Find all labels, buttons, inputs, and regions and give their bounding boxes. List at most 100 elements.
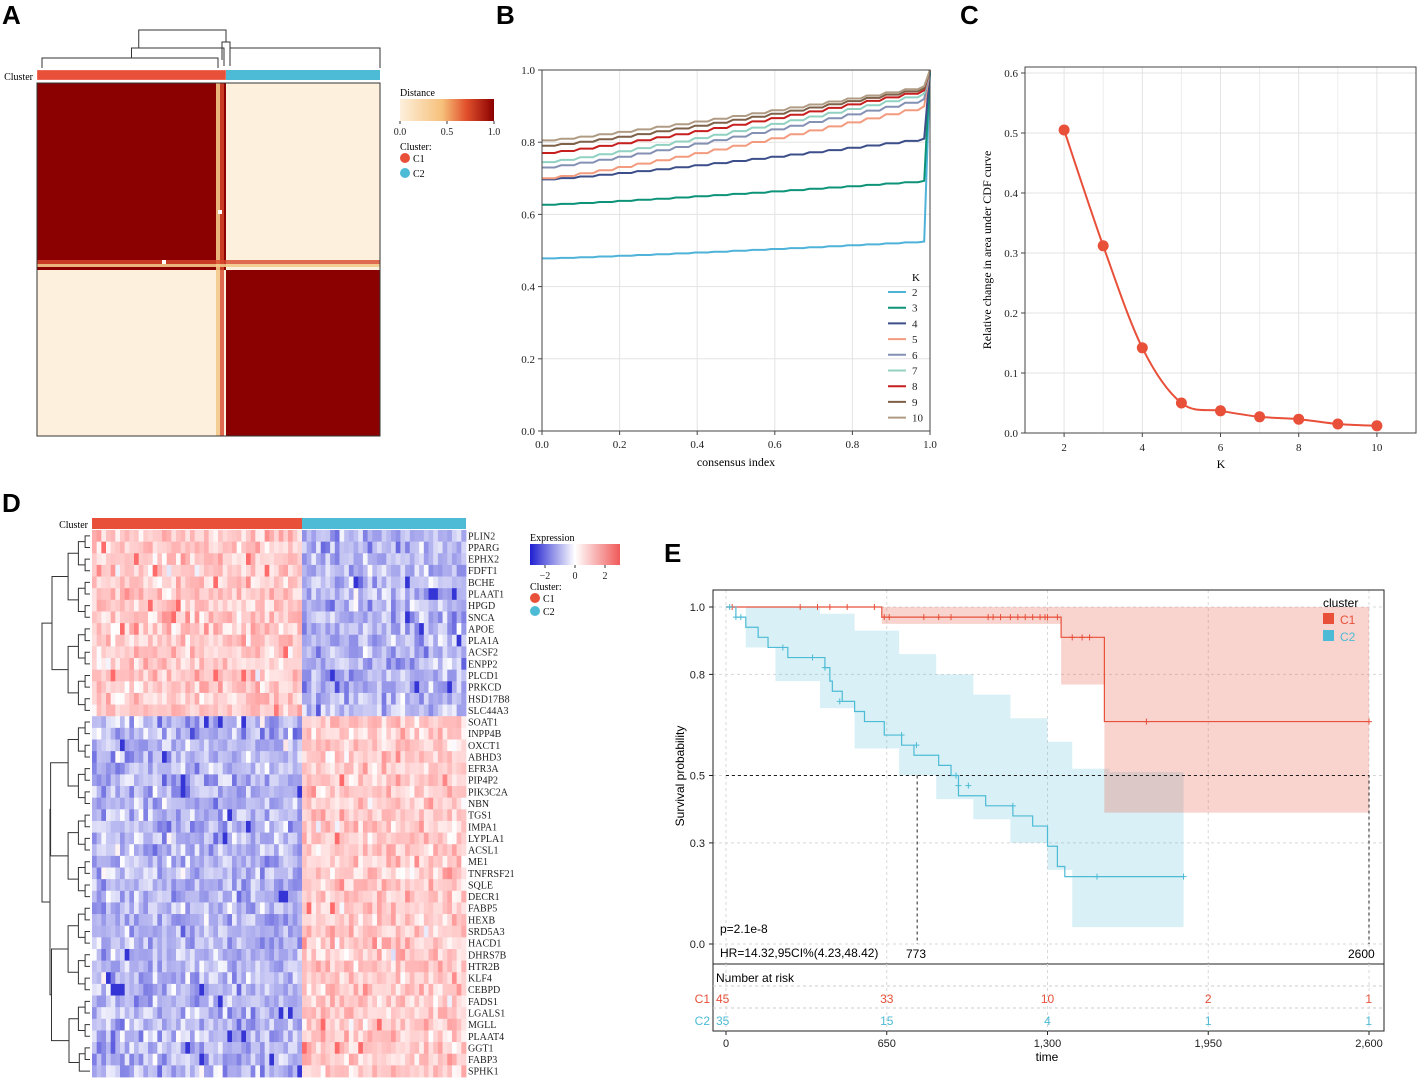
heatmap-cell bbox=[264, 599, 270, 612]
heatmap-cell bbox=[274, 658, 280, 671]
heatmap-cell bbox=[386, 634, 392, 647]
heatmap-cell bbox=[208, 762, 214, 775]
heatmap-cell bbox=[433, 786, 439, 799]
ambiguous-column-stripe bbox=[216, 83, 220, 436]
heatmap-cell bbox=[381, 1007, 387, 1020]
heatmap-cell bbox=[325, 809, 331, 822]
heatmap-cell bbox=[419, 983, 425, 996]
heatmap-cell bbox=[138, 658, 144, 671]
heatmap-cell bbox=[171, 646, 177, 659]
censor-mark-C2 bbox=[836, 698, 843, 705]
heatmap-cell bbox=[288, 599, 294, 612]
heatmap-cell bbox=[96, 564, 102, 577]
heatmap-cell bbox=[376, 541, 383, 554]
c-x-tick-label: 10 bbox=[1371, 442, 1383, 454]
heatmap-cell bbox=[288, 774, 294, 787]
heatmap-cell bbox=[134, 751, 140, 764]
heatmap-cell bbox=[409, 611, 415, 624]
heatmap-cell bbox=[325, 867, 331, 880]
heatmap-cell bbox=[353, 832, 359, 845]
heatmap-cell bbox=[204, 646, 210, 659]
heatmap-cell bbox=[171, 530, 177, 543]
heatmap-cell bbox=[274, 914, 280, 927]
heatmap-cell bbox=[325, 646, 331, 659]
heatmap-cell bbox=[447, 739, 453, 752]
heatmap-cell bbox=[414, 530, 420, 543]
heatmap-cell bbox=[246, 786, 252, 799]
heatmap-cell bbox=[194, 530, 200, 543]
heatmap-cell bbox=[339, 797, 345, 810]
heatmap-cell bbox=[278, 611, 284, 624]
heatmap-cell bbox=[157, 844, 163, 857]
heatmap-cell bbox=[451, 879, 458, 892]
heatmap-cell bbox=[166, 541, 172, 554]
heatmap-cell bbox=[437, 1030, 443, 1043]
heatmap-cell bbox=[92, 751, 98, 764]
censor-mark-C2 bbox=[1009, 802, 1016, 809]
heatmap-cell bbox=[185, 879, 191, 892]
heatmap-cell bbox=[185, 995, 191, 1008]
heatmap-cell bbox=[320, 832, 326, 845]
heatmap-cell bbox=[260, 960, 266, 973]
heatmap-cell bbox=[391, 704, 397, 717]
heatmap-cell bbox=[129, 1030, 135, 1043]
dendro-branch bbox=[84, 628, 90, 642]
heatmap-cell bbox=[264, 530, 270, 543]
heatmap-cell bbox=[106, 983, 112, 996]
heatmap-cell bbox=[185, 727, 191, 740]
heatmap-cell bbox=[204, 530, 210, 543]
heatmap-cell bbox=[376, 1053, 383, 1066]
heatmap-cell bbox=[264, 646, 270, 659]
heatmap-cell bbox=[391, 879, 397, 892]
heatmap-cell bbox=[129, 646, 135, 659]
heatmap-cell bbox=[386, 716, 392, 729]
heatmap-cell bbox=[92, 855, 98, 868]
heatmap-cell bbox=[120, 704, 126, 717]
heatmap-cell bbox=[213, 1053, 219, 1066]
heatmap-cell bbox=[442, 553, 448, 566]
heatmap-cell bbox=[101, 576, 107, 589]
heatmap-cell bbox=[120, 716, 126, 729]
heatmap-cell bbox=[353, 972, 359, 985]
heatmap-cell bbox=[190, 716, 196, 729]
d-c1-annotation bbox=[92, 518, 302, 529]
heatmap-cell bbox=[255, 599, 261, 612]
heatmap-cell bbox=[260, 541, 266, 554]
heatmap-cell bbox=[218, 925, 224, 938]
heatmap-cell bbox=[92, 995, 98, 1008]
heatmap-cell bbox=[395, 1030, 401, 1043]
heatmap-cell bbox=[316, 681, 322, 694]
heatmap-cell bbox=[171, 634, 177, 647]
heatmap-cell bbox=[461, 530, 467, 543]
heatmap-cell bbox=[213, 902, 219, 915]
heatmap-cell bbox=[283, 786, 289, 799]
heatmap-cell bbox=[297, 855, 303, 868]
heatmap-cell bbox=[278, 634, 284, 647]
heatmap-cell bbox=[362, 564, 368, 577]
heatmap-cell bbox=[185, 948, 191, 962]
heatmap-cell bbox=[110, 1053, 116, 1066]
heatmap-cell bbox=[353, 658, 359, 671]
heatmap-cell bbox=[311, 925, 317, 938]
heatmap-cell bbox=[334, 855, 340, 868]
heatmap-cell bbox=[414, 762, 420, 775]
heatmap-cell bbox=[358, 879, 364, 892]
heatmap-cell bbox=[222, 681, 228, 694]
heatmap-cell bbox=[325, 727, 331, 740]
heatmap-cell bbox=[442, 797, 448, 810]
heatmap-cell bbox=[162, 914, 168, 927]
heatmap-cell bbox=[358, 681, 364, 694]
heatmap-cell bbox=[213, 716, 219, 729]
heatmap-cell bbox=[334, 774, 340, 787]
heatmap-cell bbox=[376, 937, 383, 950]
heatmap-cell bbox=[129, 634, 135, 647]
heatmap-cell bbox=[92, 658, 98, 671]
heatmap-cell bbox=[381, 1042, 387, 1055]
heatmap-cell bbox=[414, 797, 420, 810]
heatmap-cell bbox=[190, 634, 196, 647]
heatmap-cell bbox=[185, 797, 191, 810]
heatmap-cell bbox=[148, 832, 154, 845]
heatmap-cell bbox=[208, 809, 214, 822]
heatmap-cell bbox=[232, 541, 238, 554]
heatmap-cell bbox=[302, 844, 308, 857]
